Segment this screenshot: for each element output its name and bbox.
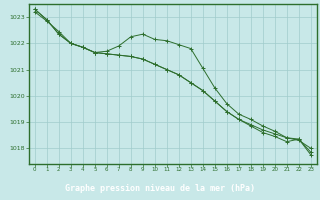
Text: Graphe pression niveau de la mer (hPa): Graphe pression niveau de la mer (hPa) <box>65 184 255 193</box>
